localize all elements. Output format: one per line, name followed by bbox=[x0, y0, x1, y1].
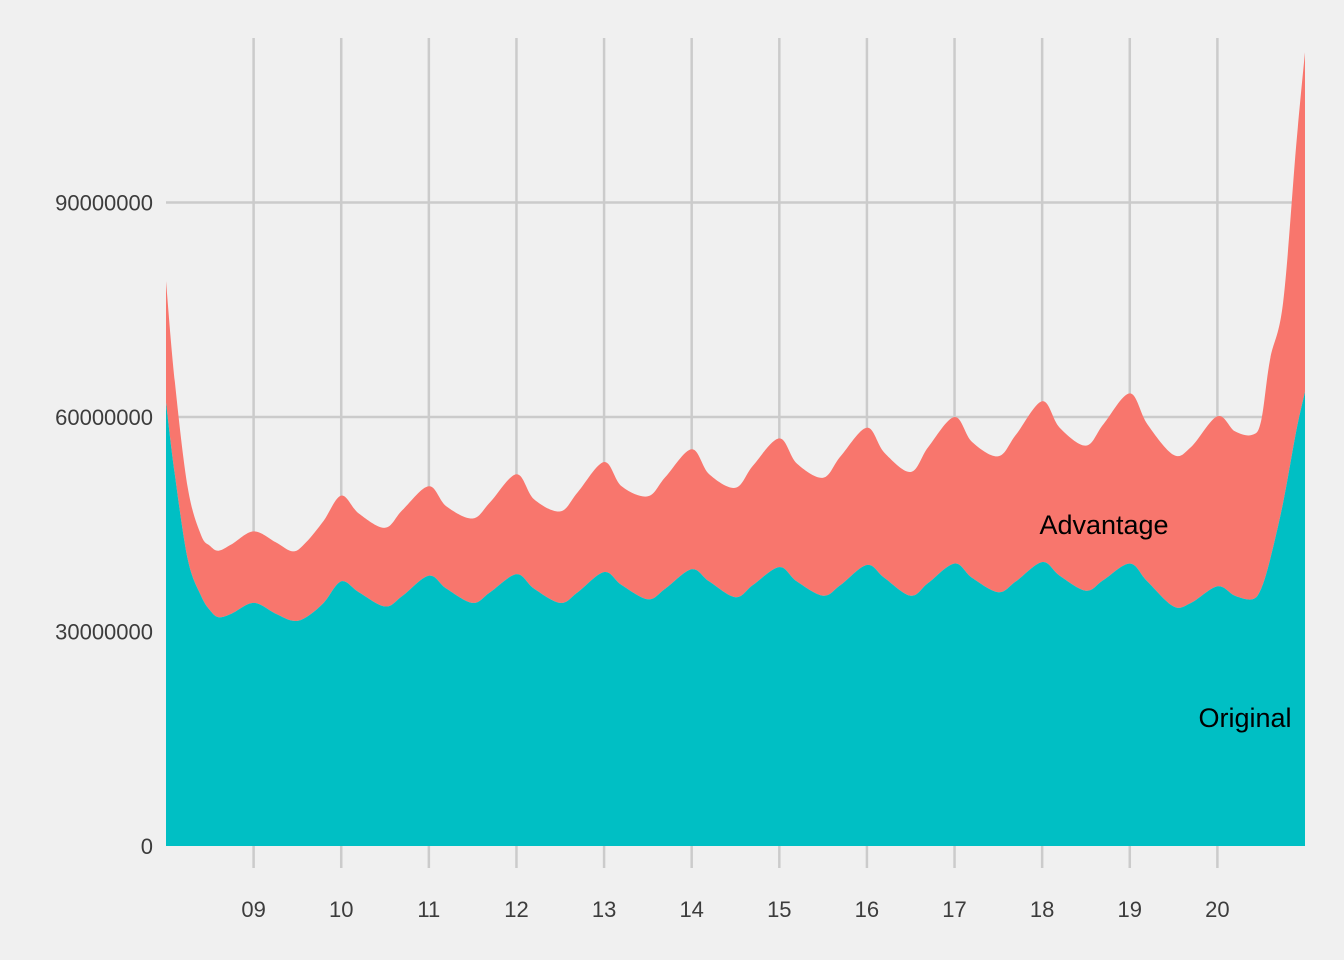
x-tick-label: 11 bbox=[417, 897, 440, 922]
y-axis: 0 30000000 60000000 90000000 bbox=[55, 190, 153, 859]
x-tick-label: 20 bbox=[1205, 897, 1229, 922]
x-tick-label: 13 bbox=[592, 897, 616, 922]
stacked-areas bbox=[166, 52, 1305, 846]
x-tick-label: 10 bbox=[329, 897, 353, 922]
series-label-advantage: Advantage bbox=[1039, 510, 1168, 540]
series-labels: Advantage Original bbox=[1039, 510, 1291, 733]
x-tick-label: 14 bbox=[679, 897, 703, 922]
series-label-original: Original bbox=[1198, 703, 1291, 733]
y-tick-label: 30000000 bbox=[55, 619, 153, 644]
y-tick-label: 60000000 bbox=[55, 405, 153, 430]
x-axis: 09 10 11 12 13 14 15 16 17 18 19 20 bbox=[241, 897, 1229, 922]
x-tick-label: 09 bbox=[241, 897, 265, 922]
y-tick-label: 0 bbox=[141, 834, 153, 859]
original-area bbox=[166, 391, 1305, 846]
x-tick-label: 19 bbox=[1118, 897, 1142, 922]
x-tick-label: 12 bbox=[504, 897, 528, 922]
x-tick-label: 17 bbox=[942, 897, 966, 922]
x-tick-label: 16 bbox=[855, 897, 879, 922]
x-tick-label: 18 bbox=[1030, 897, 1054, 922]
y-tick-label: 90000000 bbox=[55, 190, 153, 215]
advantage-area bbox=[166, 52, 1305, 621]
x-tick-label: 15 bbox=[767, 897, 791, 922]
